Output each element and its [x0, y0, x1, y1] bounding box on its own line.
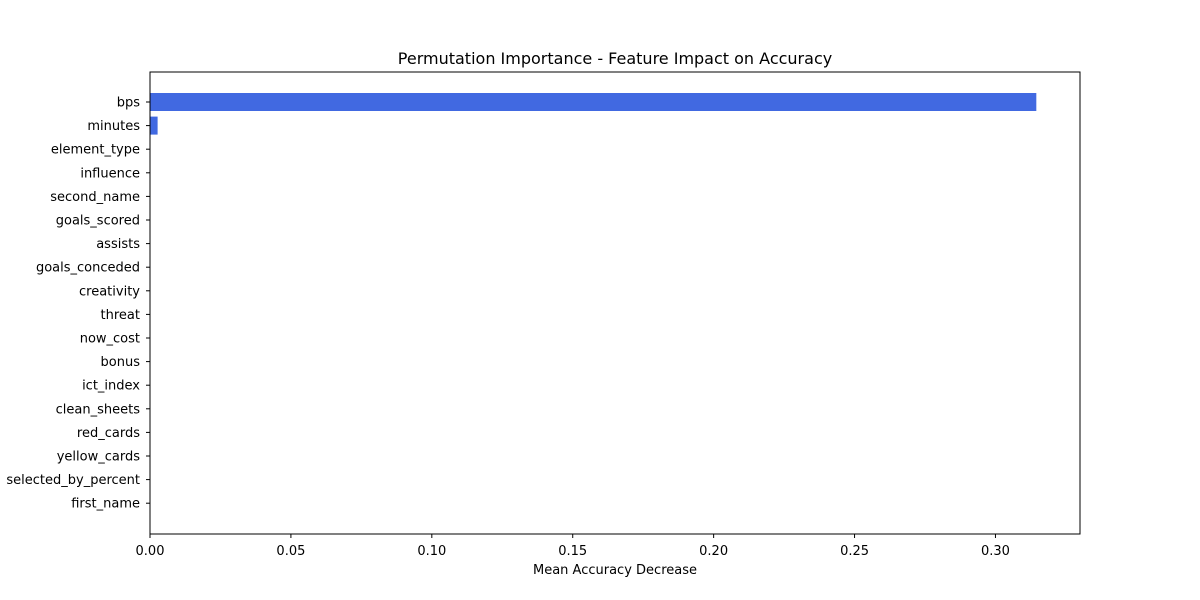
y-tick-label: red_cards: [77, 426, 140, 441]
bar-minutes: [150, 116, 158, 135]
x-tick-label: 0.10: [417, 544, 446, 559]
x-tick-label: 0.20: [699, 544, 728, 559]
y-tick-label: bonus: [101, 355, 141, 370]
y-tick-label: yellow_cards: [57, 450, 140, 465]
y-tick-label: selected_by_percent: [6, 473, 140, 488]
x-tick-label: 0.30: [981, 544, 1010, 559]
y-tick-label: minutes: [87, 119, 140, 134]
y-tick-label: assists: [96, 237, 140, 252]
y-tick-label: ict_index: [82, 379, 140, 394]
y-tick-label: threat: [101, 308, 140, 323]
y-tick-label: creativity: [79, 284, 140, 299]
x-axis: 0.00 0.05 0.10 0.15 0.20 0.25 0.30: [136, 534, 1010, 559]
x-axis-label: Mean Accuracy Decrease: [533, 563, 697, 578]
x-tick-label: 0.25: [840, 544, 869, 559]
y-axis: bps minutes element_type influence second_na…: [6, 96, 150, 512]
y-tick-label: second_name: [50, 190, 140, 205]
y-tick-label: first_name: [71, 497, 140, 512]
y-tick-label: goals_conceded: [36, 261, 140, 276]
y-tick-label: clean_sheets: [56, 402, 141, 417]
chart-title: Permutation Importance - Feature Impact …: [398, 49, 832, 68]
x-tick-label: 0.05: [276, 544, 305, 559]
plot-area-frame: [149, 71, 1081, 535]
y-tick-label: influence: [80, 166, 140, 181]
y-tick-label: goals_scored: [56, 214, 140, 229]
bar-bps: [150, 93, 1037, 111]
x-tick-label: 0.00: [136, 544, 165, 559]
bars-layer: [150, 93, 1037, 135]
y-tick-label: bps: [117, 96, 141, 111]
y-tick-label: element_type: [51, 143, 140, 158]
x-tick-label: 0.15: [558, 544, 587, 559]
y-tick-label: now_cost: [80, 332, 140, 347]
